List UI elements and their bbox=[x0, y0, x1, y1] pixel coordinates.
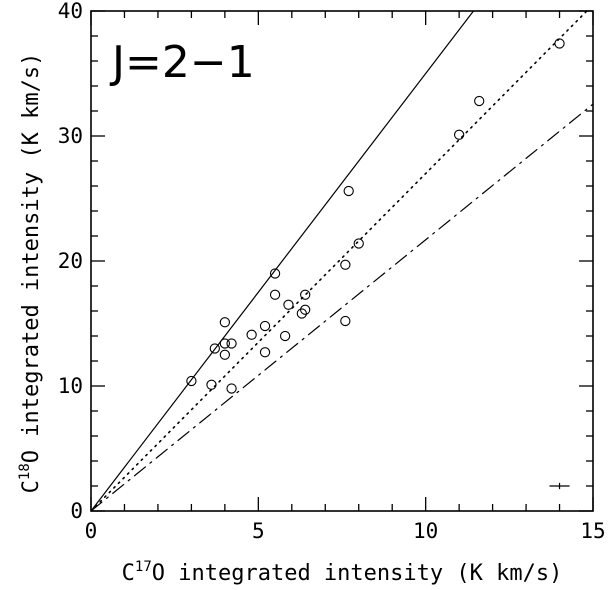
data-point bbox=[340, 315, 351, 327]
x-tick-label: 10 bbox=[413, 519, 438, 543]
data-point bbox=[186, 375, 197, 387]
data-point bbox=[283, 299, 294, 310]
data-point bbox=[300, 289, 311, 300]
x-label-superscript: 17 bbox=[135, 559, 152, 575]
data-point bbox=[353, 238, 364, 249]
y-label-prefix: C bbox=[19, 480, 44, 493]
data-point bbox=[209, 343, 220, 354]
data-point bbox=[453, 129, 465, 140]
data-point bbox=[226, 383, 237, 394]
x-axis-label: C17O integrated intensity (K km/s) bbox=[122, 559, 563, 586]
data-point bbox=[296, 308, 307, 319]
fit-lines bbox=[91, 11, 593, 511]
y-label-rest: O integrated intensity (K km/s) bbox=[19, 53, 44, 464]
data-point bbox=[269, 289, 281, 300]
data-point bbox=[259, 347, 271, 358]
error-bar bbox=[549, 482, 570, 490]
data-point bbox=[219, 338, 231, 349]
data-point bbox=[279, 330, 291, 342]
data-point bbox=[206, 379, 217, 390]
data-point bbox=[554, 38, 565, 49]
data-point bbox=[219, 317, 231, 328]
fit-line-solid bbox=[91, 11, 475, 511]
y-tick-label: 10 bbox=[58, 374, 83, 398]
data-point bbox=[300, 304, 311, 315]
y-tick-label: 20 bbox=[58, 249, 83, 273]
x-label-prefix: C bbox=[122, 561, 135, 586]
data-point bbox=[219, 349, 231, 360]
x-tick-label: 0 bbox=[85, 519, 98, 543]
plot-frame bbox=[90, 10, 594, 512]
data-points bbox=[186, 38, 565, 394]
y-axis-label: C18O integrated intensity (K km/s) bbox=[17, 53, 44, 494]
data-point bbox=[259, 320, 271, 332]
fit-line-dash-dot bbox=[91, 103, 593, 511]
fit-line-dotted bbox=[91, 11, 588, 511]
data-point bbox=[226, 338, 237, 349]
y-label-superscript: 18 bbox=[17, 463, 33, 480]
data-point bbox=[340, 259, 351, 270]
tick-labels: 0 5 10 15 0 10 20 30 40 bbox=[58, 0, 606, 543]
transition-annotation: J=2−1 bbox=[109, 37, 255, 88]
data-point bbox=[269, 268, 281, 279]
data-point bbox=[246, 329, 257, 340]
y-tick-label: 30 bbox=[58, 124, 83, 148]
x-tick-label: 5 bbox=[252, 519, 265, 543]
y-tick-label: 40 bbox=[58, 0, 83, 23]
y-tick-label: 0 bbox=[70, 499, 83, 523]
x-tick-label: 15 bbox=[580, 519, 605, 543]
data-point bbox=[343, 185, 354, 197]
x-label-rest: O integrated intensity (K km/s) bbox=[152, 561, 563, 586]
data-point bbox=[474, 95, 485, 107]
